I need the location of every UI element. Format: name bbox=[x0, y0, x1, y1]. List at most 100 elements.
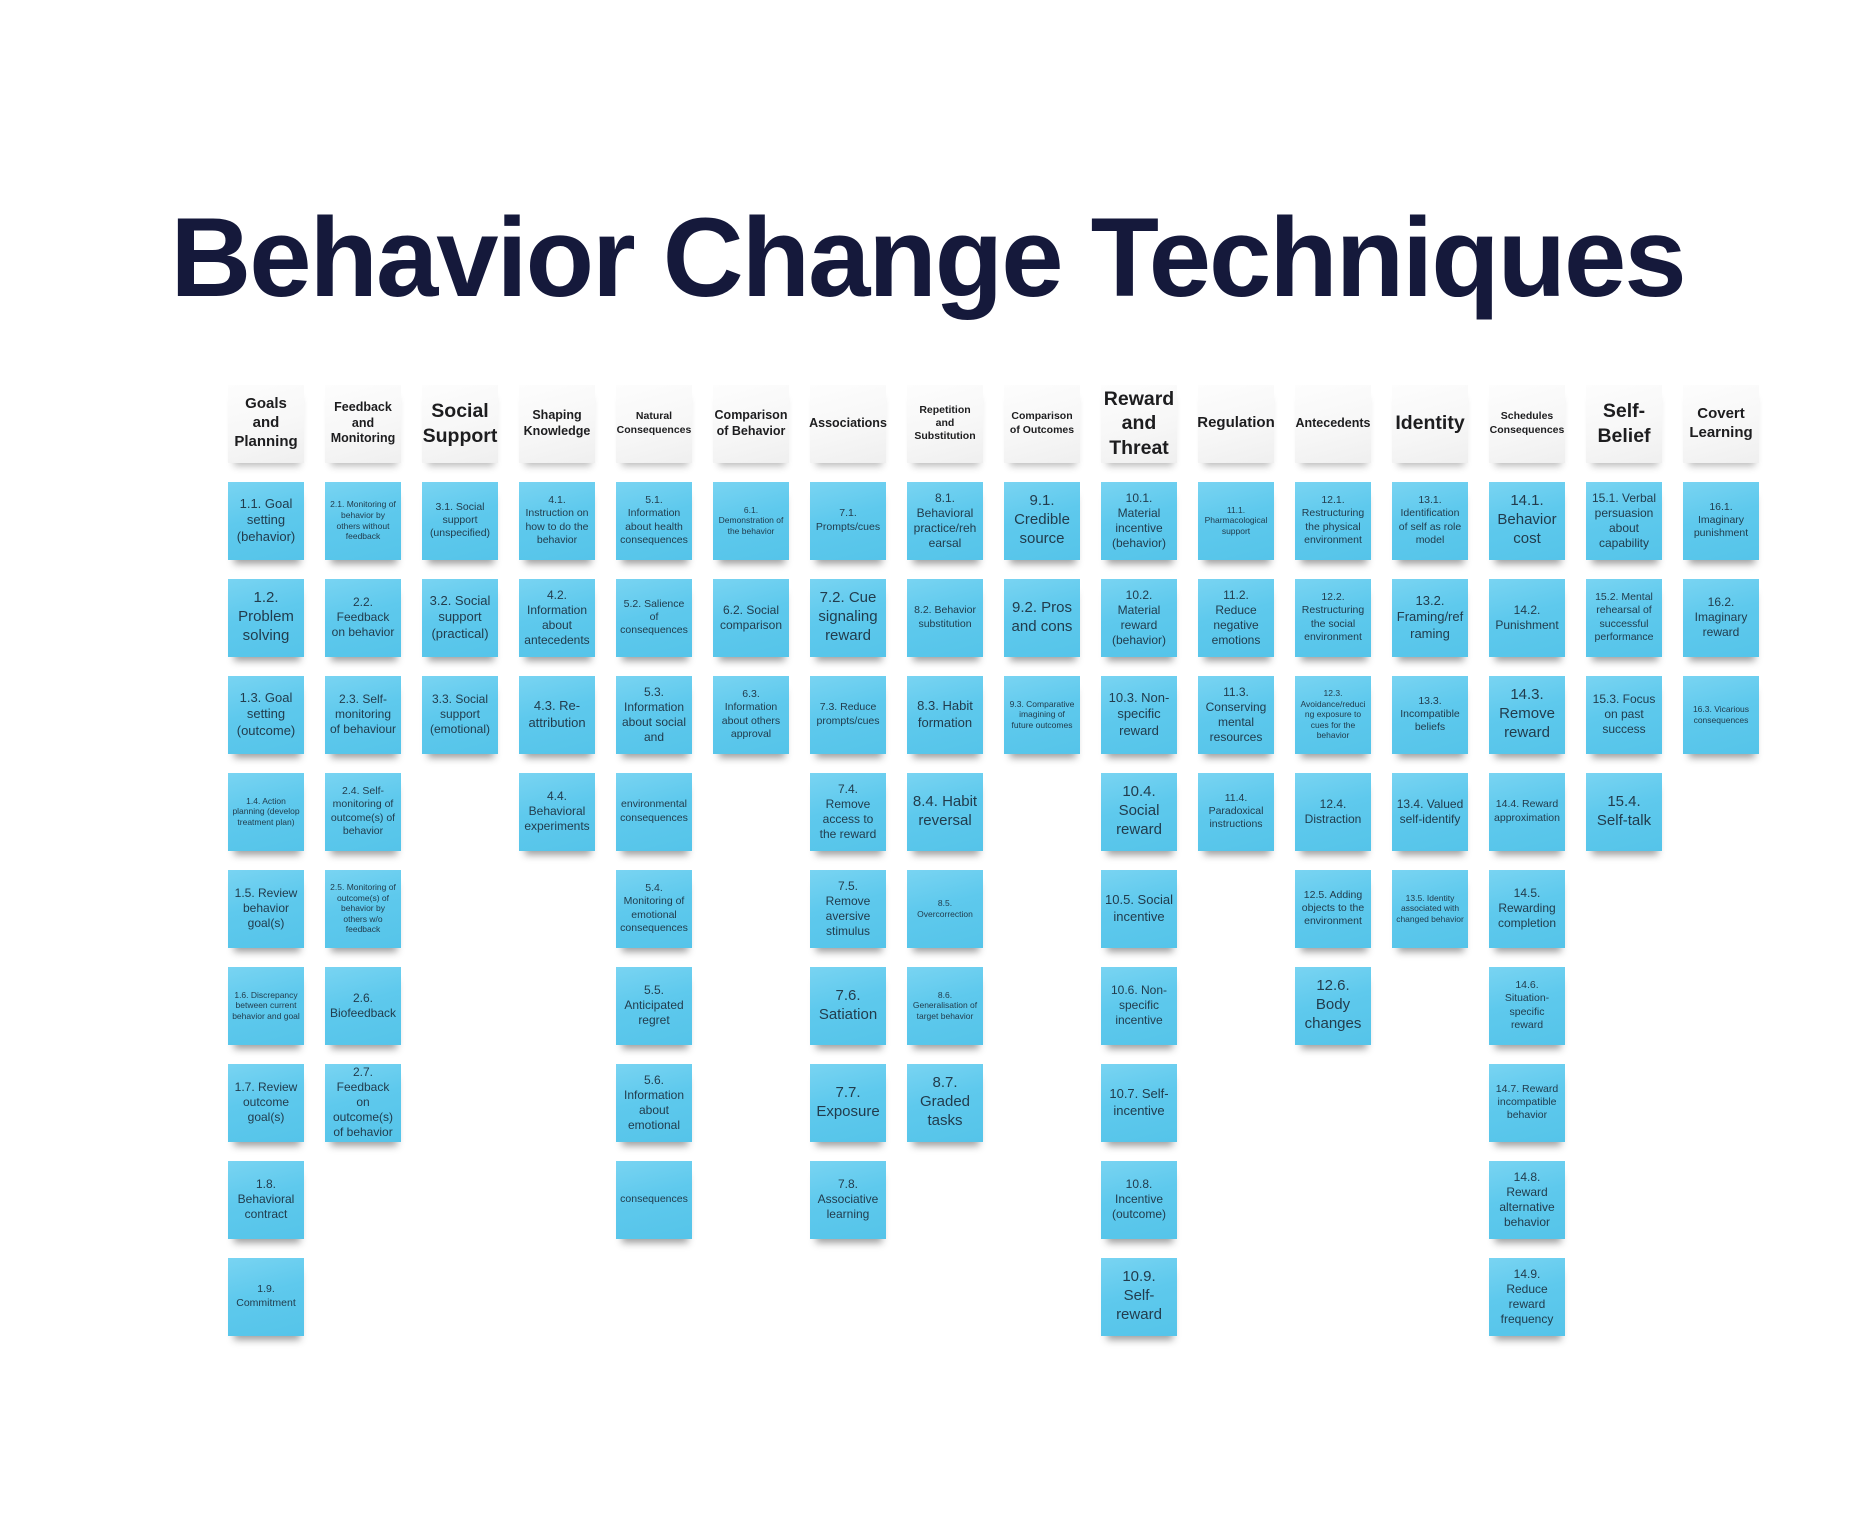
sticky-note[interactable]: 14.5. Rewarding completion bbox=[1489, 869, 1565, 948]
sticky-note[interactable]: environmental consequences bbox=[616, 772, 692, 851]
sticky-note[interactable]: 8.1. Behavioral practice/rehearsal bbox=[907, 481, 983, 560]
sticky-note[interactable]: 1.2. Problem solving bbox=[228, 578, 304, 657]
sticky-note[interactable]: 1.9. Commitment bbox=[228, 1257, 304, 1336]
sticky-note[interactable]: 6.3. Information about others approval bbox=[713, 675, 789, 754]
sticky-note[interactable]: 4.3. Re-attribution bbox=[519, 675, 595, 754]
sticky-note[interactable]: 14.8. Reward alternative behavior bbox=[1489, 1160, 1565, 1239]
sticky-note[interactable]: 7.7. Exposure bbox=[810, 1063, 886, 1142]
sticky-note[interactable]: 3.2. Social support (practical) bbox=[422, 578, 498, 657]
sticky-note[interactable]: 10.2. Material reward (behavior) bbox=[1101, 578, 1177, 657]
sticky-note[interactable]: 8.6. Generalisation of target behavior bbox=[907, 966, 983, 1045]
column-header-note[interactable]: Goals and Planning bbox=[228, 384, 304, 463]
sticky-note[interactable]: 16.2. Imaginary reward bbox=[1683, 578, 1759, 657]
sticky-note[interactable]: 16.3. Vicarious consequences bbox=[1683, 675, 1759, 754]
sticky-note[interactable]: 7.1. Prompts/cues bbox=[810, 481, 886, 560]
sticky-note[interactable]: 1.8. Behavioral contract bbox=[228, 1160, 304, 1239]
sticky-note[interactable]: 1.5. Review behavior goal(s) bbox=[228, 869, 304, 948]
sticky-note[interactable]: 11.3. Conserving mental resources bbox=[1198, 675, 1274, 754]
sticky-note[interactable]: 8.4. Habit reversal bbox=[907, 772, 983, 851]
sticky-note[interactable]: 12.5. Adding objects to the environment bbox=[1295, 869, 1371, 948]
sticky-note[interactable]: 6.2. Social comparison bbox=[713, 578, 789, 657]
sticky-note[interactable]: 2.5. Monitoring of outcome(s) of behavio… bbox=[325, 869, 401, 948]
sticky-note[interactable]: 4.4. Behavioral experiments bbox=[519, 772, 595, 851]
sticky-note[interactable]: 11.1. Pharmacological support bbox=[1198, 481, 1274, 560]
sticky-note[interactable]: 9.1. Credible source bbox=[1004, 481, 1080, 560]
sticky-note[interactable]: 4.1. Instruction on how to do the behavi… bbox=[519, 481, 595, 560]
sticky-note[interactable]: 12.4. Distraction bbox=[1295, 772, 1371, 851]
column-header-note[interactable]: Comparison of Behavior bbox=[713, 384, 789, 463]
sticky-note[interactable]: 12.2. Restructuring the social environme… bbox=[1295, 578, 1371, 657]
column-header-note[interactable]: Antecedents bbox=[1295, 384, 1371, 463]
sticky-note[interactable]: 2.3. Self-monitoring of behaviour bbox=[325, 675, 401, 754]
column-header-note[interactable]: Natural Consequences bbox=[616, 384, 692, 463]
sticky-note[interactable]: consequences bbox=[616, 1160, 692, 1239]
sticky-note[interactable]: 16.1. Imaginary punishment bbox=[1683, 481, 1759, 560]
sticky-note[interactable]: 13.3. Incompatible beliefs bbox=[1392, 675, 1468, 754]
sticky-note[interactable]: 14.2. Punishment bbox=[1489, 578, 1565, 657]
sticky-note[interactable]: 5.1. Information about health consequenc… bbox=[616, 481, 692, 560]
sticky-note[interactable]: 1.6. Discrepancy between current behavio… bbox=[228, 966, 304, 1045]
sticky-note[interactable]: 13.4. Valued self-identify bbox=[1392, 772, 1468, 851]
column-header-note[interactable]: Associations bbox=[809, 384, 887, 463]
sticky-note[interactable]: 10.1. Material incentive (behavior) bbox=[1101, 481, 1177, 560]
sticky-note[interactable]: 1.4. Action planning (develop treatment … bbox=[228, 772, 304, 851]
sticky-note[interactable]: 15.3. Focus on past success bbox=[1586, 675, 1662, 754]
column-header-note[interactable]: Shaping Knowledge bbox=[519, 384, 595, 463]
sticky-note[interactable]: 7.5. Remove aversive stimulus bbox=[810, 869, 886, 948]
sticky-note[interactable]: 15.4. Self-talk bbox=[1586, 772, 1662, 851]
column-header-note[interactable]: Feedback and Monitoring bbox=[325, 384, 401, 463]
sticky-note[interactable]: 10.8. Incentive (outcome) bbox=[1101, 1160, 1177, 1239]
sticky-note[interactable]: 7.2. Cue signaling reward bbox=[810, 578, 886, 657]
sticky-note[interactable]: 7.4. Remove access to the reward bbox=[810, 772, 886, 851]
column-header-note[interactable]: Social Support bbox=[422, 384, 498, 463]
sticky-note[interactable]: 9.2. Pros and cons bbox=[1004, 578, 1080, 657]
sticky-note[interactable]: 5.3. Information about social and bbox=[616, 675, 692, 754]
sticky-note[interactable]: 12.3. Avoidance/reducing exposure to cue… bbox=[1295, 675, 1371, 754]
sticky-note[interactable]: 14.9. Reduce reward frequency bbox=[1489, 1257, 1565, 1336]
column-header-note[interactable]: Comparison of Outcomes bbox=[1004, 384, 1080, 463]
sticky-note[interactable]: 5.6. Information about emotional bbox=[616, 1063, 692, 1142]
sticky-note[interactable]: 13.2. Framing/reframing bbox=[1392, 578, 1468, 657]
sticky-note[interactable]: 7.6. Satiation bbox=[810, 966, 886, 1045]
sticky-note[interactable]: 2.7. Feedback on outcome(s) of behavior bbox=[325, 1063, 401, 1142]
column-header-note[interactable]: Identity bbox=[1392, 384, 1468, 463]
sticky-note[interactable]: 12.1. Restructuring the physical environ… bbox=[1295, 481, 1371, 560]
sticky-note[interactable]: 4.2. Information about antecedents bbox=[519, 578, 595, 657]
sticky-note[interactable]: 13.5. Identity associated with changed b… bbox=[1392, 869, 1468, 948]
sticky-note[interactable]: 10.3. Non-specific reward bbox=[1101, 675, 1177, 754]
sticky-note[interactable]: 14.1. Behavior cost bbox=[1489, 481, 1565, 560]
sticky-note[interactable]: 14.7. Reward incompatible behavior bbox=[1489, 1063, 1565, 1142]
sticky-note[interactable]: 2.1. Monitoring of behavior by others wi… bbox=[325, 481, 401, 560]
sticky-note[interactable]: 9.3. Comparative imagining of future out… bbox=[1004, 675, 1080, 754]
sticky-note[interactable]: 1.1. Goal setting (behavior) bbox=[228, 481, 304, 560]
sticky-note[interactable]: 11.2. Reduce negative emotions bbox=[1198, 578, 1274, 657]
sticky-note[interactable]: 10.7. Self-incentive bbox=[1101, 1063, 1177, 1142]
sticky-note[interactable]: 8.7. Graded tasks bbox=[907, 1063, 983, 1142]
sticky-note[interactable]: 15.2. Mental rehearsal of successful per… bbox=[1586, 578, 1662, 657]
sticky-note[interactable]: 8.3. Habit formation bbox=[907, 675, 983, 754]
sticky-note[interactable]: 14.3. Remove reward bbox=[1489, 675, 1565, 754]
sticky-note[interactable]: 8.2. Behavior substitution bbox=[907, 578, 983, 657]
sticky-note[interactable]: 14.4. Reward approximation bbox=[1489, 772, 1565, 851]
column-header-note[interactable]: Covert Learning bbox=[1683, 384, 1759, 463]
sticky-note[interactable]: 1.3. Goal setting (outcome) bbox=[228, 675, 304, 754]
sticky-note[interactable]: 1.7. Review outcome goal(s) bbox=[228, 1063, 304, 1142]
sticky-note[interactable]: 2.6. Biofeedback bbox=[325, 966, 401, 1045]
sticky-note[interactable]: 10.5. Social incentive bbox=[1101, 869, 1177, 948]
column-header-note[interactable]: Repetition and Substitution bbox=[907, 384, 983, 463]
column-header-note[interactable]: Schedules Consequences bbox=[1489, 384, 1565, 463]
sticky-note[interactable]: 10.4. Social reward bbox=[1101, 772, 1177, 851]
sticky-note[interactable]: 7.8. Associative learning bbox=[810, 1160, 886, 1239]
sticky-note[interactable]: 15.1. Verbal persuasion about capability bbox=[1586, 481, 1662, 560]
sticky-note[interactable]: 2.2. Feedback on behavior bbox=[325, 578, 401, 657]
sticky-note[interactable]: 3.3. Social support (emotional) bbox=[422, 675, 498, 754]
sticky-note[interactable]: 13.1. Identification of self as role mod… bbox=[1392, 481, 1468, 560]
sticky-note[interactable]: 3.1. Social support (unspecified) bbox=[422, 481, 498, 560]
column-header-note[interactable]: Reward and Threat bbox=[1101, 384, 1177, 463]
sticky-note[interactable]: 10.9. Self-reward bbox=[1101, 1257, 1177, 1336]
sticky-note[interactable]: 2.4. Self-monitoring of outcome(s) of be… bbox=[325, 772, 401, 851]
column-header-note[interactable]: Self-Belief bbox=[1586, 384, 1662, 463]
sticky-note[interactable]: 6.1. Demonstration of the behavior bbox=[713, 481, 789, 560]
sticky-note[interactable]: 11.4. Paradoxical instructions bbox=[1198, 772, 1274, 851]
sticky-note[interactable]: 12.6. Body changes bbox=[1295, 966, 1371, 1045]
